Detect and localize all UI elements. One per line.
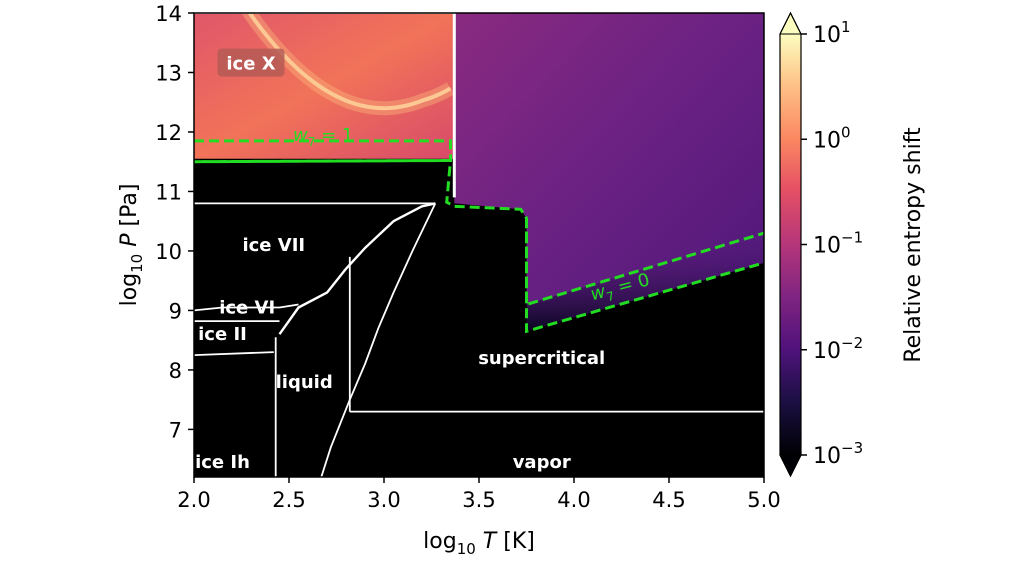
colorbar-tick-label: 10−3 (813, 439, 863, 469)
x-tick-label: 4.0 (557, 488, 590, 512)
colorbar-ticks: 101 100 10−1 10−2 10−3 (801, 18, 863, 469)
supercritical-heat-region (454, 13, 764, 332)
y-tick-label: 8 (169, 359, 182, 383)
x-axis-ticks: 2.0 2.5 3.0 3.5 4.0 4.5 5.0 (177, 477, 781, 512)
colorbar-tick-label: 10−2 (813, 334, 863, 364)
phase-label: ice VII (242, 235, 305, 256)
colorbar-extend-bottom (779, 454, 802, 478)
phase-label: liquid (276, 372, 333, 393)
x-tick-label: 2.5 (272, 488, 305, 512)
boundary-ice-vii-melting (278, 202, 436, 335)
x-tick-label: 2.0 (177, 488, 210, 512)
low-entropy-fade (526, 233, 764, 332)
y-tick-label: 7 (169, 418, 182, 442)
y-tick-label: 11 (155, 180, 182, 204)
phase-label-box (217, 48, 285, 77)
phase-boundaries (194, 13, 764, 477)
colorbar: 101 100 10−1 10−2 10−3 Relative entropy shif… (779, 11, 926, 478)
x-tick-label: 3.5 (462, 488, 495, 512)
phase-labels: ice X ice VII ice VI ice II liquid supercriti… (195, 48, 605, 473)
boundary-ice-vi-top (194, 303, 299, 312)
phase-label: ice II (198, 324, 247, 345)
colorbar-extend-top (779, 11, 802, 35)
phase-label: vapor (513, 452, 571, 473)
boundary-ice-ii-bottom (194, 351, 274, 356)
colorbar-tick-label: 101 (813, 18, 851, 48)
x-tick-label: 3.0 (367, 488, 400, 512)
y-tick-label: 9 (169, 299, 182, 323)
colorbar-tick-label: 10−1 (813, 229, 863, 259)
phase-label: supercritical (478, 348, 605, 369)
colorbar-label: Relative entropy shift (901, 127, 926, 363)
phase-label: ice Ih (195, 452, 250, 473)
colorbar-tick-label: 100 (813, 123, 851, 153)
x-axis-label: log10 T [K] (423, 529, 535, 558)
plot-area: ice X ice VII ice VI ice II liquid supercriti… (194, 13, 764, 477)
ice-x-bright-band (247, 13, 452, 111)
contour-w7-0 (525, 218, 764, 334)
ice-x-band-glow (241, 13, 454, 116)
x-tick-label: 4.5 (652, 488, 685, 512)
y-axis-label: log10 P [Pa] (117, 184, 146, 307)
boundary-liquid-vapor (320, 203, 437, 477)
y-tick-label: 13 (155, 61, 182, 85)
y-tick-label: 14 (155, 2, 182, 26)
contour-label: w7 = 1 (293, 125, 353, 149)
y-tick-label: 12 (155, 121, 182, 145)
x-tick-label: 5.0 (747, 488, 780, 512)
y-tick-label: 10 (155, 240, 182, 264)
phase-label: ice X (226, 54, 275, 75)
colorbar-gradient (780, 34, 801, 455)
y-axis-ticks: 7 8 9 10 11 12 13 14 (155, 2, 194, 442)
phase-label: ice VI (219, 297, 275, 318)
contour-w7-1 (194, 139, 764, 307)
